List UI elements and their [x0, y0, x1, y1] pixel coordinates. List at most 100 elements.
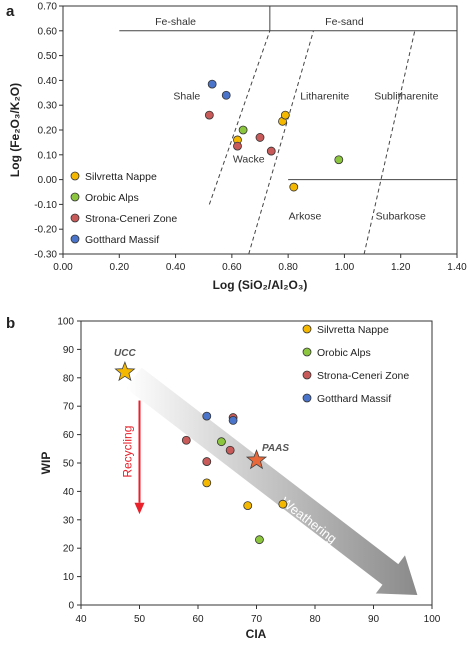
x-tick-label: 1.00: [335, 262, 355, 273]
data-point: [216, 437, 226, 447]
x-tick-label: 1.40: [447, 262, 467, 273]
panel-b-label: b: [6, 315, 15, 332]
x-tick-label: 0.40: [166, 262, 186, 273]
y-tick-label: 20: [63, 544, 75, 555]
data-point: [266, 146, 276, 156]
field-label: Sublitharenite: [374, 90, 438, 102]
legend-marker: [302, 324, 312, 334]
wacke-arenite-boundary: [248, 30, 314, 255]
y-tick-label: 0.30: [38, 101, 58, 112]
shale-wacke-boundary: [208, 30, 271, 205]
reference-label: PAAS: [262, 443, 289, 454]
legend-entry: Orobic Alps: [317, 347, 371, 359]
data-point: [225, 445, 235, 455]
x-tick-label: 70: [251, 614, 263, 625]
x-tick-label: 0.20: [110, 262, 130, 273]
data-point: [202, 411, 212, 421]
legend-entry: Strona-Ceneri Zone: [85, 213, 177, 225]
panel-a-ylabel: Log (Fe₂O₃/K₂O): [8, 83, 22, 177]
y-tick-label: 0.40: [38, 76, 58, 87]
legend-entry: Silvretta Nappe: [317, 324, 389, 336]
data-point: [207, 79, 217, 89]
data-point: [238, 125, 248, 135]
x-tick-label: 60: [192, 614, 204, 625]
recycling-arrow-head: [134, 502, 145, 515]
data-point: [334, 155, 344, 165]
y-tick-label: 80: [63, 373, 75, 384]
legend-marker: [70, 192, 80, 202]
recycling-label: Recycling: [121, 426, 135, 478]
data-point: [181, 435, 191, 445]
weathering-arrow: [125, 367, 418, 596]
field-label: Shale: [173, 90, 200, 102]
legend-entry: Orobic Alps: [85, 192, 139, 204]
data-point: [255, 535, 264, 545]
y-tick-label: 0.60: [38, 26, 58, 37]
y-tick-label: -0.10: [34, 200, 57, 211]
y-tick-label: 0.00: [38, 175, 58, 186]
lith-sublith-boundary: [363, 30, 416, 255]
x-tick-label: 40: [75, 614, 87, 625]
field-label: Fe-shale: [155, 16, 196, 28]
y-tick-label: 100: [57, 317, 74, 328]
legend-marker: [70, 213, 80, 223]
y-tick-label: -0.30: [34, 250, 57, 261]
reference-star: [245, 449, 268, 470]
y-tick-label: 60: [63, 430, 75, 441]
y-tick-label: 0.50: [38, 51, 58, 62]
y-tick-label: 40: [63, 487, 75, 498]
data-point: [233, 141, 242, 151]
data-point: [228, 415, 238, 425]
field-label: Wacke: [233, 154, 265, 166]
y-tick-label: 0.70: [38, 2, 58, 13]
data-point: [202, 457, 212, 466]
panel-b-xlabel: CIA: [246, 627, 267, 641]
data-point: [221, 90, 231, 100]
legend-entry: Silvretta Nappe: [85, 171, 157, 183]
legend-marker: [70, 234, 80, 244]
field-label: Fe-sand: [325, 16, 364, 28]
x-tick-label: 0.00: [53, 262, 73, 273]
data-point: [255, 133, 265, 142]
legend-entry: Gotthard Massif: [85, 234, 159, 246]
legend-entry: Strona-Ceneri Zone: [317, 370, 409, 382]
y-tick-label: 0: [68, 601, 74, 612]
x-tick-label: 80: [309, 614, 321, 625]
x-tick-label: 90: [368, 614, 380, 625]
panel-b-ylabel: WIP: [39, 452, 53, 475]
panel-a-xlabel: Log (SiO₂/Al₂O₃): [213, 278, 308, 292]
panel-a-plot: 0.00 0.20 0.40 0.60 0.80 1.00 1.20 1.40 -0.30 -0…: [34, 2, 467, 274]
y-tick-label: 30: [63, 515, 75, 526]
y-tick-label: 90: [63, 345, 75, 356]
y-tick-label: 0.20: [38, 126, 58, 137]
data-point: [278, 499, 288, 509]
data-point: [243, 501, 253, 511]
data-point: [280, 110, 290, 120]
legend-marker: [70, 171, 80, 181]
data-point: [289, 182, 299, 192]
legend-marker: [302, 347, 312, 357]
x-tick-label: 100: [424, 614, 441, 625]
y-tick-label: -0.20: [34, 225, 57, 236]
field-label: Litharenite: [300, 90, 349, 102]
x-tick-label: 0.60: [222, 262, 242, 273]
reference-star: [114, 360, 136, 382]
data-point: [204, 110, 214, 120]
x-tick-label: 50: [134, 614, 146, 625]
y-tick-label: 50: [63, 459, 75, 470]
y-tick-label: 0.10: [38, 150, 58, 161]
panel-a-label: a: [6, 3, 15, 20]
legend-marker: [302, 393, 312, 403]
y-tick-label: 70: [63, 402, 75, 413]
x-tick-label: 0.80: [278, 262, 298, 273]
field-label: Subarkose: [376, 211, 426, 223]
x-tick-label: 1.20: [391, 262, 411, 273]
y-tick-label: 10: [63, 572, 75, 583]
legend-marker: [302, 370, 312, 380]
field-label: Arkose: [289, 211, 322, 223]
reference-label: UCC: [114, 348, 136, 359]
data-point: [202, 478, 212, 488]
legend-entry: Gotthard Massif: [317, 393, 391, 405]
